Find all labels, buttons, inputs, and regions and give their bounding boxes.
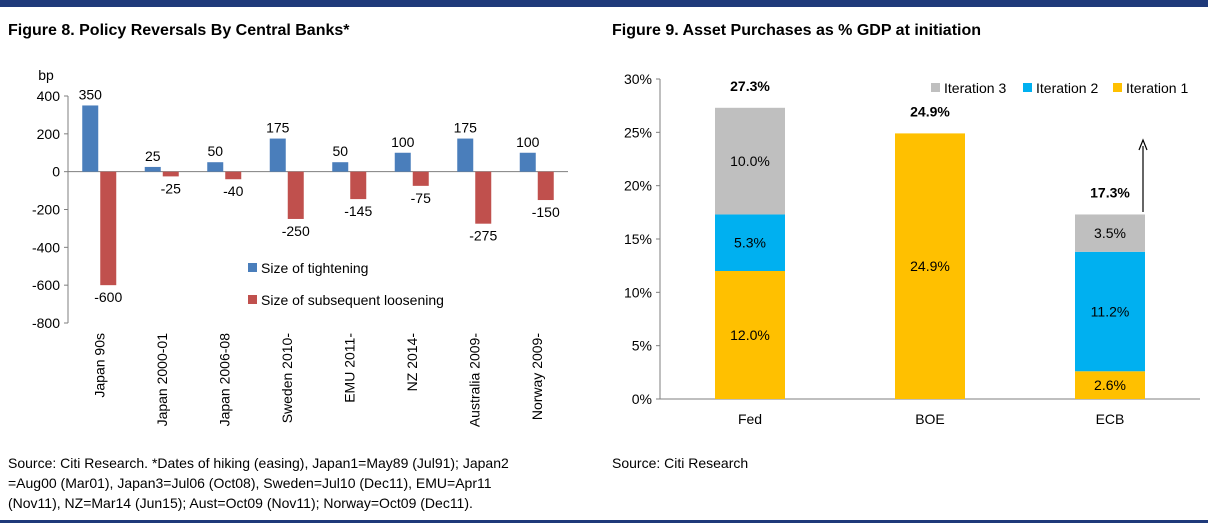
y-tick-label: 400	[37, 88, 61, 104]
y-tick-label: 5%	[632, 338, 652, 354]
tightening-bar	[394, 152, 411, 172]
loosening-data-label: -75	[411, 190, 431, 206]
loosening-bar	[225, 171, 242, 180]
tightening-bar	[207, 162, 224, 172]
tightening-data-label: 175	[266, 120, 290, 136]
total-data-label: 27.3%	[730, 78, 770, 94]
tightening-bar	[269, 138, 286, 172]
stack-segment	[1075, 214, 1145, 252]
total-data-label: 24.9%	[910, 103, 950, 119]
figure8-source-line: (Nov11), NZ=Mar14 (Jun15); Aust=Oct09 (N…	[8, 495, 473, 511]
y-tick-label: 0%	[632, 391, 652, 407]
tightening-data-label: 100	[516, 134, 540, 150]
tightening-data-label: 50	[207, 143, 223, 159]
tightening-bar	[82, 105, 99, 172]
total-data-label: 17.3%	[1090, 184, 1130, 200]
segment-data-label: 3.5%	[1094, 225, 1126, 241]
y-tick-label: -400	[32, 239, 60, 255]
tightening-bar	[332, 162, 349, 172]
y-tick-label: 10%	[624, 284, 652, 300]
loosening-data-label: -150	[532, 204, 560, 220]
x-tick-label: Sweden 2010-	[279, 333, 295, 424]
y-tick-label: 15%	[624, 231, 652, 247]
legend-swatch	[1023, 83, 1032, 92]
loosening-bar	[412, 171, 429, 186]
x-tick-label: Japan 2006-08	[216, 333, 232, 427]
x-tick-label: Fed	[738, 411, 762, 427]
bottom-rule	[0, 520, 1208, 523]
stack-segment	[715, 107, 785, 215]
stack-segment	[1075, 371, 1145, 399]
figure8-source-line: =Aug00 (Mar01), Japan3=Jul06 (Oct08), Sw…	[8, 475, 492, 491]
x-tick-label: BOE	[915, 411, 945, 427]
legend-swatch-loosening	[248, 295, 257, 304]
segment-data-label: 10.0%	[730, 153, 770, 169]
segment-data-label: 2.6%	[1094, 377, 1126, 393]
segment-data-label: 12.0%	[730, 327, 770, 343]
tightening-data-label: 50	[332, 143, 348, 159]
legend-swatch-tightening	[248, 263, 257, 272]
y-axis-label: bp	[38, 67, 54, 83]
stack-segment	[1075, 251, 1145, 372]
figure8-chart: bp 400 200 0 -200 -400 -600 -800 350 -600 Japan 90…	[32, 67, 568, 428]
segment-data-label: 5.3%	[734, 235, 766, 251]
y-tick-label: 30%	[624, 71, 652, 87]
tightening-bar	[519, 152, 536, 172]
legend-label: Iteration 3	[944, 80, 1006, 96]
figure9-title: Figure 9. Asset Purchases as % GDP at in…	[612, 22, 982, 39]
segment-data-label: 11.2%	[1091, 304, 1130, 320]
stack-segment	[715, 271, 785, 399]
x-tick-label: Japan 2000-01	[154, 333, 170, 427]
loosening-bar	[475, 171, 492, 224]
tightening-bar	[144, 166, 161, 172]
x-tick-label: NZ 2014-	[404, 333, 420, 392]
x-tick-label: EMU 2011-	[341, 333, 357, 403]
loosening-bar	[350, 171, 367, 200]
y-tick-label: 0	[52, 164, 60, 180]
y-tick-label: -600	[32, 277, 60, 293]
loosening-bar	[100, 171, 117, 286]
figure8-title: Figure 8. Policy Reversals By Central Ba…	[8, 22, 350, 39]
loosening-bar	[162, 171, 179, 177]
loosening-bar	[287, 171, 304, 219]
y-tick-label: 20%	[624, 178, 652, 194]
tightening-bar	[457, 138, 474, 172]
loosening-data-label: -275	[469, 228, 497, 244]
loosening-data-label: -600	[94, 289, 122, 305]
figure8-source: Source: Citi Research. *Dates of hiking …	[8, 453, 603, 513]
x-tick-label: Japan 90s	[91, 333, 107, 398]
figure9-chart: 30% 25% 20% 15% 10% 5% 0% 12.0% 5.3% 10.0% 27.3% Fe…	[624, 71, 1200, 427]
loosening-data-label: -250	[282, 223, 310, 239]
y-tick-label: 200	[37, 126, 61, 142]
tightening-data-label: 350	[79, 86, 103, 102]
stack-segment	[715, 214, 785, 271]
loosening-data-label: -25	[161, 180, 181, 196]
arrow-up-icon	[1138, 138, 1148, 151]
legend-label: Iteration 2	[1036, 80, 1098, 96]
x-tick-label: Australia 2009-	[466, 333, 482, 428]
y-tick-label: 25%	[624, 124, 652, 140]
y-tick-label: -800	[32, 315, 60, 331]
legend-swatch	[931, 83, 940, 92]
x-tick-label: ECB	[1096, 411, 1125, 427]
tightening-data-label: 100	[391, 134, 415, 150]
legend-label-tightening: Size of tightening	[261, 260, 368, 276]
loosening-bar	[537, 171, 554, 201]
figure9-source: Source: Citi Research	[612, 455, 749, 471]
loosening-data-label: -145	[344, 203, 372, 219]
legend-label-loosening: Size of subsequent loosening	[261, 292, 444, 308]
legend-label: Iteration 1	[1126, 80, 1188, 96]
y-tick-label: -200	[32, 202, 60, 218]
tightening-data-label: 25	[145, 148, 161, 164]
stack-segment	[895, 133, 965, 399]
legend-swatch	[1113, 83, 1122, 92]
figure8-source-line: Source: Citi Research. *Dates of hiking …	[8, 455, 509, 471]
segment-data-label: 24.9%	[910, 258, 950, 274]
tightening-data-label: 175	[454, 120, 478, 136]
top-rule	[0, 0, 1208, 7]
x-tick-label: Norway 2009-	[529, 333, 545, 420]
loosening-data-label: -40	[223, 183, 243, 199]
